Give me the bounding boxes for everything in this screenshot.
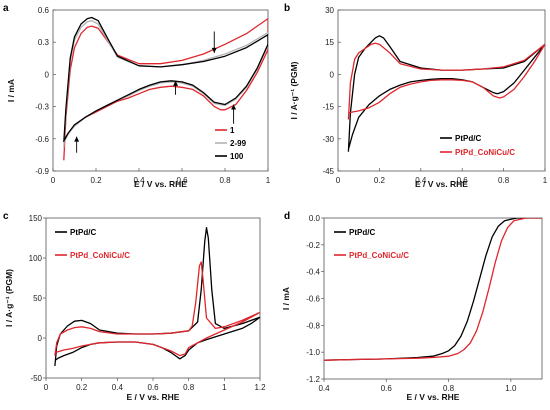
y-tick-label: -0.2 <box>306 241 320 250</box>
x-tick-label: 1 <box>543 176 548 185</box>
y-tick-label: -0.4 <box>306 268 320 277</box>
x-axis-label: E / V vs. RHE <box>415 179 468 189</box>
panel-letter: c <box>3 211 9 222</box>
y-tick-label: 0 <box>330 70 335 79</box>
legend-label: PtPd_CoNiCu/C <box>70 251 130 260</box>
x-axis-label: E / V vs. RHE <box>407 392 460 402</box>
y-tick-label: 30 <box>325 6 334 15</box>
series-line-2-99 <box>63 20 268 148</box>
y-tick-label: -0.8 <box>306 321 320 330</box>
trend-arrow-head <box>173 80 179 86</box>
plot-frame <box>52 9 269 172</box>
x-tick-label: 0.8 <box>219 176 231 185</box>
x-tick-label: 0.2 <box>76 383 88 392</box>
y-axis-label: I / A·g⁻¹ (PGM) <box>289 61 299 119</box>
x-tick-label: 0.6 <box>147 383 159 392</box>
series-line-PtPd_CoNiCu/C <box>54 261 260 357</box>
y-tick-label: -1.2 <box>306 375 320 384</box>
legend-label: 100 <box>230 152 244 161</box>
x-tick-label: 0.4 <box>415 176 427 185</box>
y-tick-label: 0.3 <box>38 38 50 47</box>
y-tick-label: 0 <box>38 334 43 343</box>
y-tick-label: 50 <box>33 294 42 303</box>
plot-frame <box>323 217 543 380</box>
y-tick-label: 150 <box>29 214 43 223</box>
x-tick-label: 0.2 <box>374 176 386 185</box>
y-tick-label: 0 <box>45 70 50 79</box>
x-axis-label: E / V vs. RHE <box>127 392 180 402</box>
y-tick-label: 100 <box>29 254 43 263</box>
x-tick-label: 0.6 <box>381 384 393 393</box>
x-tick-label: 0.4 <box>112 383 124 392</box>
y-axis-label: I / mA <box>6 79 16 102</box>
trend-arrow-head <box>231 104 237 110</box>
x-tick-label: 0 <box>44 383 49 392</box>
legend-label: PtPd/C <box>70 228 96 237</box>
y-axis-label: I / mA <box>281 287 291 310</box>
trend-arrow-head <box>211 47 217 53</box>
x-tick-label: 0.8 <box>183 383 195 392</box>
trend-arrow-head <box>74 136 80 142</box>
panel-d: -1.2 -1.0 -0.8 -0.6 -0.4 -0.2 0.0 0.4 0.6 0.8 1.0 E… <box>281 211 543 402</box>
legend-label: 1 <box>230 126 235 135</box>
panel-a: -0.9 -0.6 -0.3 0 0.3 0.6 0 0.2 0.4 0.6 0.8 1 E / V v… <box>3 3 271 189</box>
y-tick-label: 0.0 <box>309 214 321 223</box>
x-tick-label: 1.2 <box>254 383 266 392</box>
panel-letter: d <box>284 211 290 222</box>
x-tick-label: 0.4 <box>133 176 145 185</box>
x-tick-label: 0.8 <box>498 176 510 185</box>
series-line-PtPd_CoNiCu/C <box>324 218 542 361</box>
y-tick-label: -0.6 <box>306 295 320 304</box>
x-tick-label: 1.0 <box>505 384 517 393</box>
y-tick-label: 0.6 <box>38 6 50 15</box>
series-line-PtPd/C <box>347 35 545 152</box>
legend-label: PtPd_CoNiCu/C <box>455 148 515 157</box>
y-tick-label: -0.6 <box>35 135 49 144</box>
panel-letter: b <box>284 3 290 14</box>
x-tick-label: 0 <box>51 176 56 185</box>
y-tick-label: -50 <box>30 374 42 383</box>
series-line-PtPd_CoNiCu/C <box>347 42 545 120</box>
x-axis-label: E / V vs. RHE <box>134 179 187 189</box>
y-tick-label: -0.9 <box>35 167 49 176</box>
y-tick-label: -45 <box>322 167 334 176</box>
x-tick-label: 0.6 <box>176 176 188 185</box>
legend-label: PtPd/C <box>455 134 481 143</box>
y-tick-label: -30 <box>322 135 334 144</box>
y-tick-label: -1.0 <box>306 348 320 357</box>
legend-label: PtPd/C <box>349 228 375 237</box>
x-tick-label: 0.6 <box>457 176 469 185</box>
x-tick-label: 0.2 <box>90 176 102 185</box>
x-tick-label: 1 <box>266 176 271 185</box>
x-tick-label: 1 <box>222 383 227 392</box>
x-tick-label: 0.8 <box>443 384 455 393</box>
legend-label: 2-99 <box>230 139 247 148</box>
y-tick-label: -15 <box>322 103 334 112</box>
legend-label: PtPd_CoNiCu/C <box>349 251 409 260</box>
y-axis-label: I / A·g⁻¹ (PGM) <box>4 269 14 327</box>
panel-letter: a <box>3 3 9 14</box>
panel-b: -45 -30 -15 0 15 30 0 0.2 0.4 0.6 0.8 1 E / V vs. RH… <box>284 3 548 189</box>
series-line-PtPd/C <box>324 218 542 361</box>
y-tick-label: -0.3 <box>35 103 49 112</box>
y-tick-label: 15 <box>325 38 334 47</box>
plot-frame <box>45 217 261 379</box>
series-line-100 <box>63 16 268 143</box>
series-line-1 <box>63 17 268 161</box>
x-tick-label: 0 <box>336 176 341 185</box>
x-tick-label: 0.4 <box>318 384 330 393</box>
plot-frame <box>337 9 546 172</box>
